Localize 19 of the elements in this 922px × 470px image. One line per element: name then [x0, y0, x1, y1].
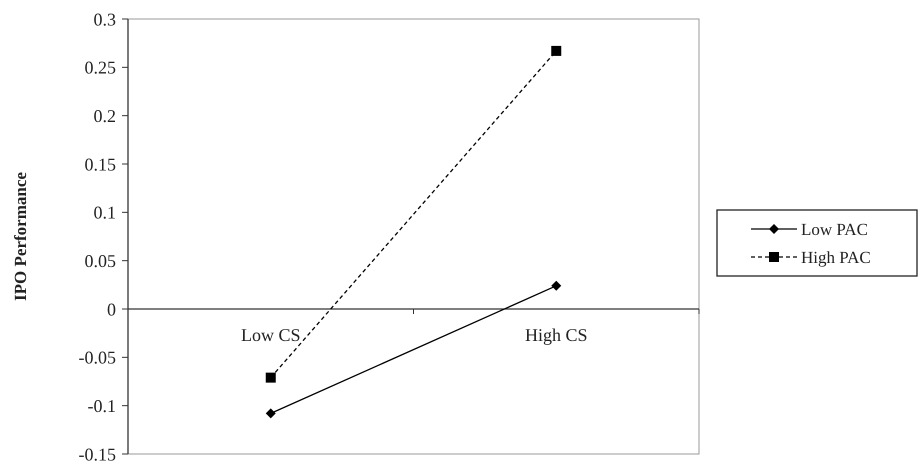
y-tick-label: 0.05	[84, 250, 116, 271]
y-axis-title: IPO Performance	[11, 172, 30, 301]
y-tick-label: -0.1	[88, 396, 116, 416]
y-tick-label: 0	[107, 299, 116, 320]
y-tick-label: 0.25	[84, 58, 116, 78]
y-tick-label: 0.2	[94, 106, 116, 126]
y-tick-label: 0.1	[94, 202, 116, 223]
y-tick-label: -0.15	[78, 444, 116, 464]
point	[266, 372, 276, 383]
legend-label: Low PAC	[801, 220, 868, 239]
point	[551, 280, 562, 291]
x-tick-label: Low CS	[240, 325, 301, 345]
y-tick-label: 0.15	[84, 154, 116, 174]
legend-label: High PAC	[801, 248, 871, 267]
x-tick-label: High CS	[524, 325, 588, 345]
point	[266, 408, 276, 418]
y-tick-label: 0.3	[94, 9, 116, 30]
y-tick-label: -0.05	[78, 348, 116, 368]
point	[551, 46, 562, 56]
